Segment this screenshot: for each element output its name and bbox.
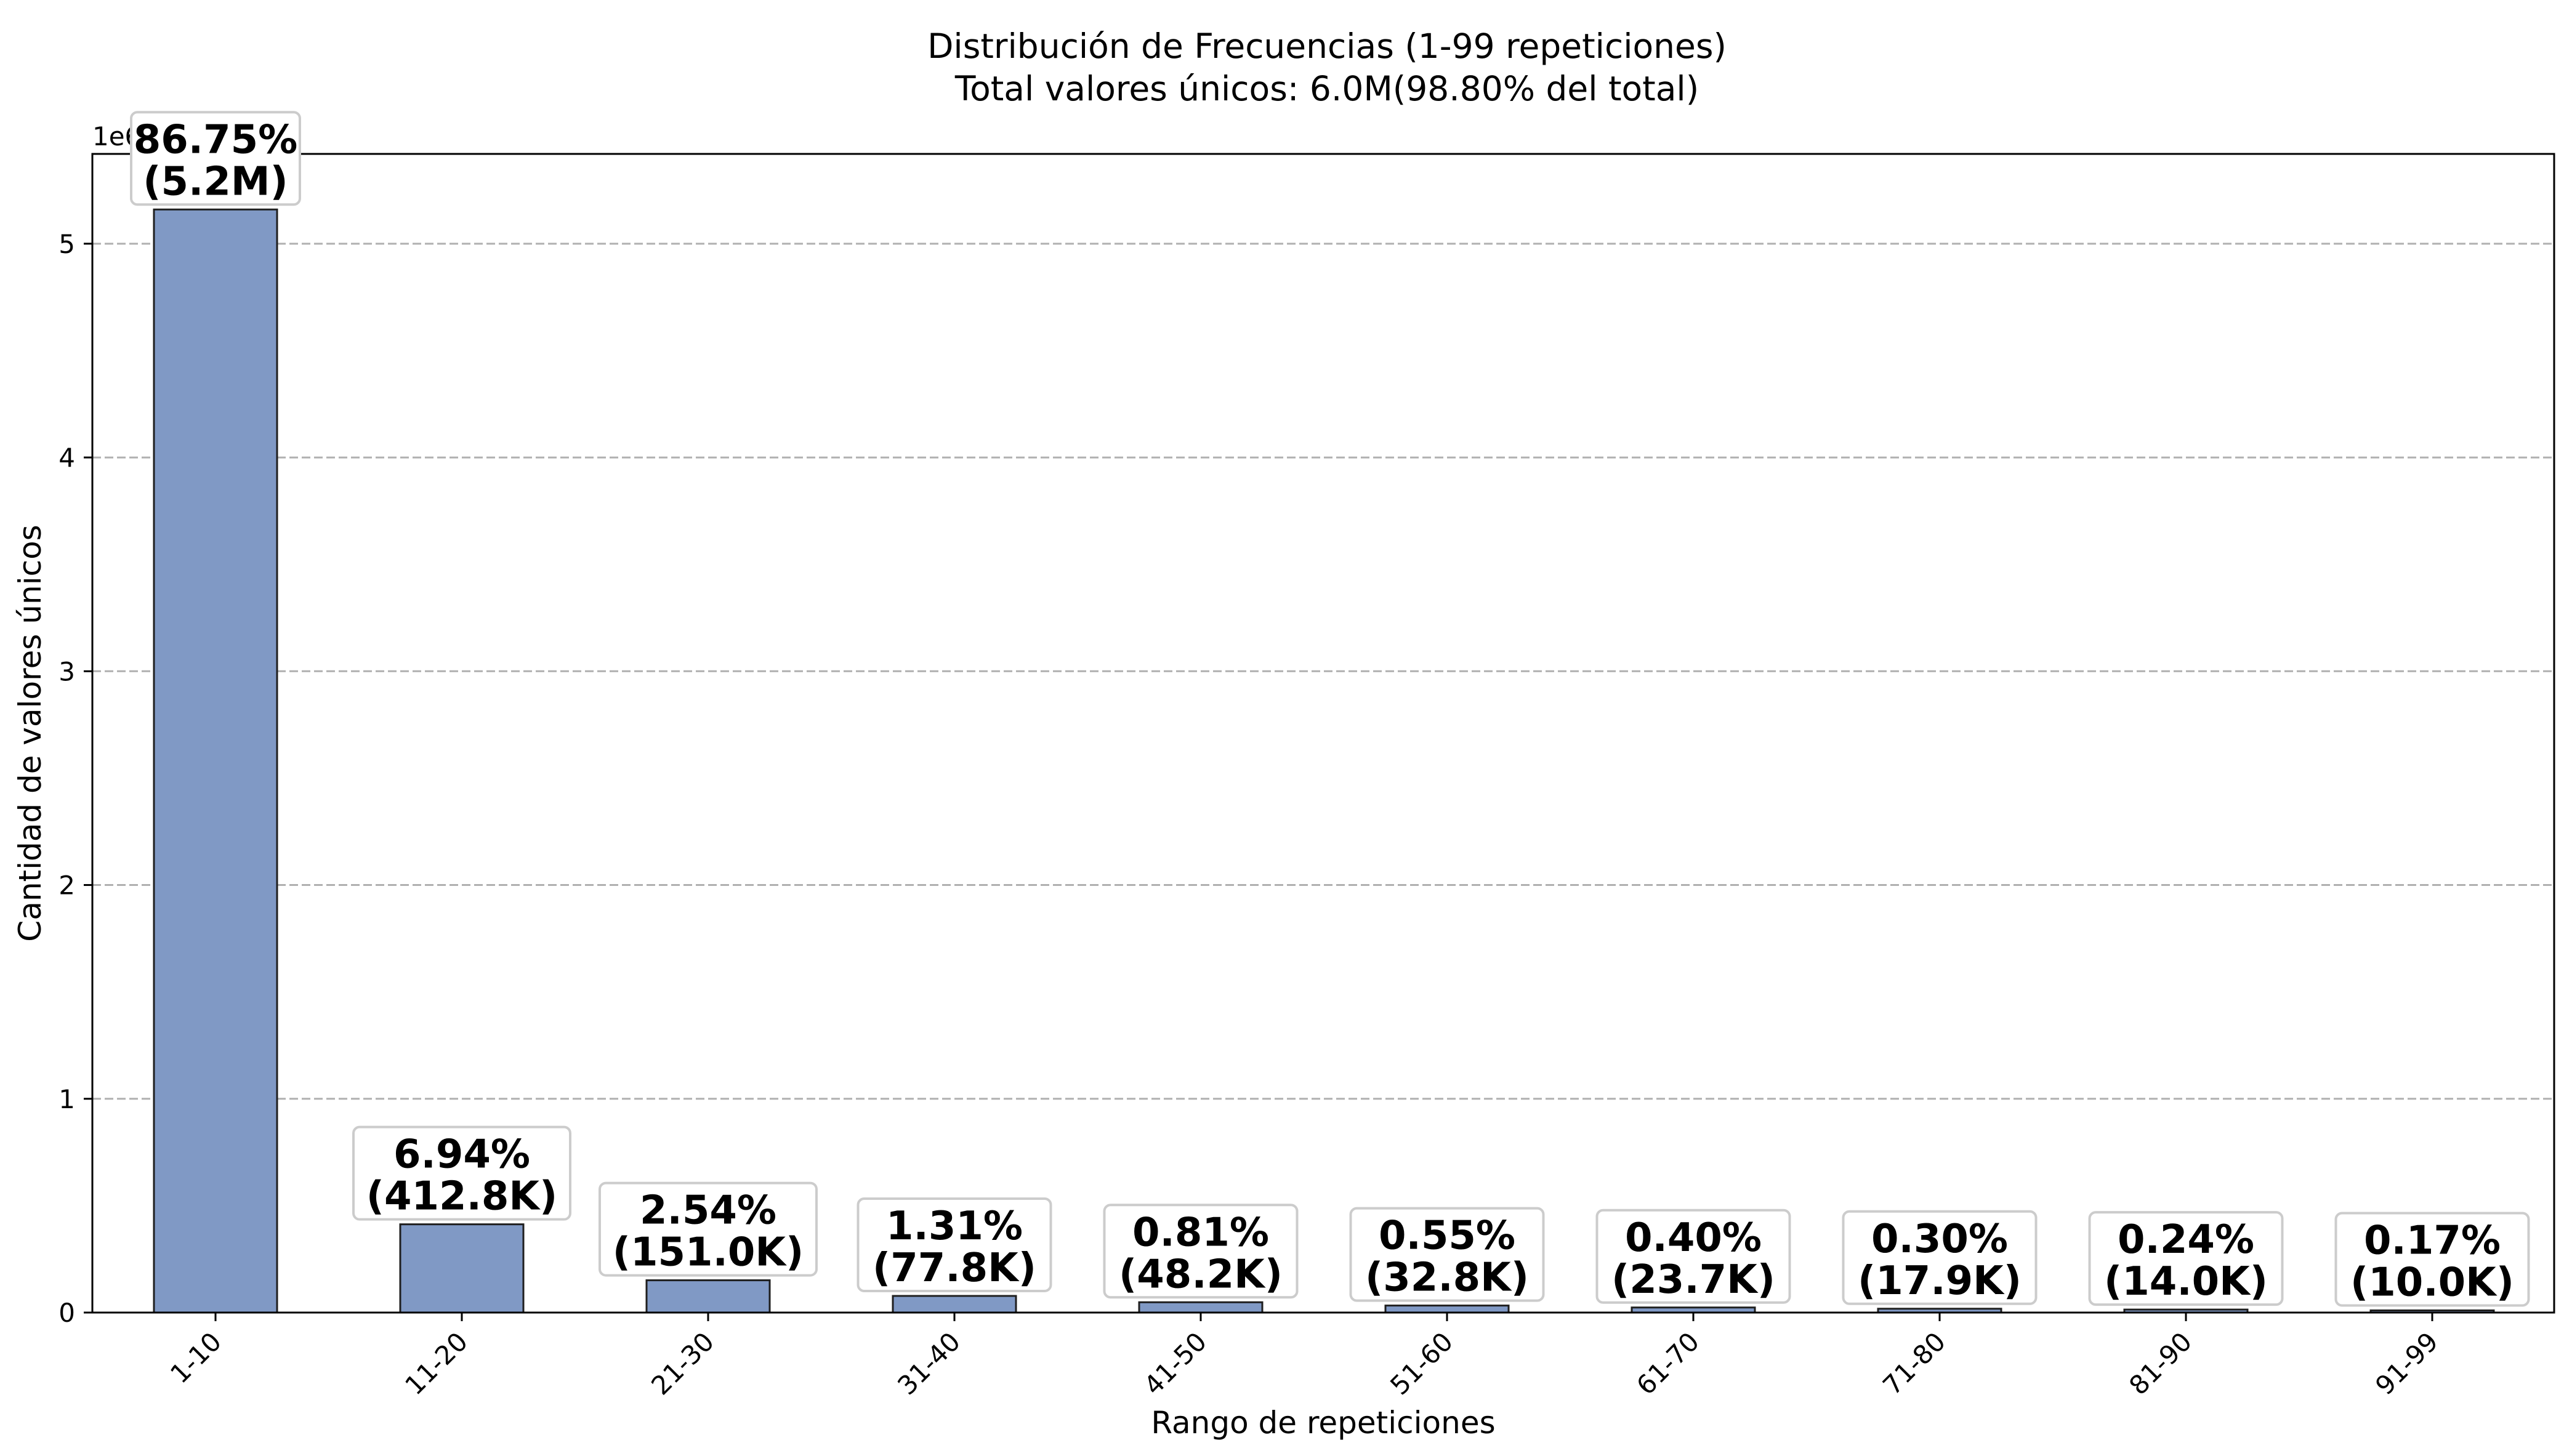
bars	[153, 208, 2495, 1314]
data-label-box	[1103, 1204, 1299, 1299]
data-label-91-99: 0.17%(10.0K)	[2334, 1212, 2530, 1307]
data-label-count: (17.9K)	[1858, 1258, 2022, 1304]
bar-21-30	[645, 1279, 771, 1314]
data-label-count: (10.0K)	[2350, 1260, 2514, 1306]
data-label-box	[2088, 1211, 2284, 1306]
data-label-percent: 2.54%	[640, 1188, 776, 1234]
data-label-percent: 0.40%	[1625, 1215, 1762, 1261]
x-tick-label: 51-60	[1384, 1326, 1459, 1401]
data-label-81-90: 0.24%(14.0K)	[2088, 1211, 2284, 1306]
data-label-box	[352, 1125, 571, 1221]
gridlines	[92, 243, 2554, 1100]
x-tick-label: 71-80	[1877, 1326, 1951, 1401]
data-label-31-40: 1.31%(77.8K)	[857, 1197, 1052, 1292]
x-axis-ticks: 1-10 11-20 21-30 31-40 41-50 51-60 61-70 71-80 8…	[164, 1313, 2444, 1401]
x-tick-label: 21-30	[645, 1326, 720, 1401]
data-label-21-30: 2.54%(151.0K)	[599, 1181, 818, 1277]
data-label-count: (48.2K)	[1119, 1252, 1283, 1297]
data-label-percent: 6.94%	[393, 1132, 530, 1178]
data-label-percent: 0.81%	[1132, 1210, 1269, 1255]
data-label-71-80: 0.30%(17.9K)	[1842, 1210, 2038, 1305]
y-axis-ticks: 0 1 2 3 4 5	[58, 229, 92, 1328]
bar-41-50	[1138, 1301, 1264, 1314]
data-label-box	[1842, 1210, 2038, 1305]
data-label-41-50: 0.81%(48.2K)	[1103, 1204, 1299, 1299]
data-label-box	[599, 1181, 818, 1277]
chart-title: Distribución de Frecuencias (1-99 repeti…	[927, 26, 1727, 66]
y-tick-label: 2	[58, 871, 75, 901]
y-tick-label: 0	[58, 1298, 75, 1328]
x-tick-label: 41-50	[1138, 1326, 1212, 1401]
x-axis-label: Rango de repeticiones	[1151, 1405, 1495, 1441]
chart-subtitle: Total valores únicos: 6.0M(98.80% del to…	[954, 69, 1699, 108]
data-label-count: (151.0K)	[613, 1230, 804, 1276]
data-label-61-70: 0.40%(23.7K)	[1595, 1209, 1791, 1304]
data-label-count: (23.7K)	[1611, 1257, 1775, 1303]
data-label-count: (77.8K)	[873, 1245, 1036, 1291]
plot-frame	[91, 153, 2555, 1314]
y-tick-label: 5	[58, 229, 75, 259]
data-label-percent: 0.24%	[2118, 1217, 2254, 1263]
data-label-box	[1349, 1207, 1545, 1302]
x-tick-label: 81-90	[2123, 1326, 2198, 1401]
y-tick-label: 4	[58, 443, 75, 473]
x-tick-label: 31-40	[892, 1326, 966, 1401]
data-label-percent: 86.75%	[134, 117, 298, 163]
x-tick-label: 91-99	[2369, 1326, 2444, 1401]
bar-11-20	[399, 1223, 525, 1314]
y-axis-label: Cantidad de valores únicos	[12, 525, 48, 941]
data-label-count: (5.2M)	[143, 159, 288, 204]
data-label-box	[2334, 1212, 2530, 1307]
data-label-percent: 0.30%	[1871, 1217, 2008, 1262]
bar-31-40	[892, 1295, 1017, 1314]
bar-1-10	[153, 208, 278, 1314]
data-label-percent: 0.55%	[1379, 1213, 1515, 1259]
data-label-1-10: 86.75%(5.2M)	[130, 111, 301, 206]
data-label-11-20: 6.94%(412.8K)	[352, 1125, 571, 1221]
x-tick-label: 61-70	[1631, 1326, 1705, 1401]
data-label-percent: 0.17%	[2364, 1218, 2501, 1264]
data-labels: 86.75%(5.2M) 6.94%(412.8K) 2.54%(151.0K) 1.…	[130, 111, 2530, 1307]
data-label-count: (32.8K)	[1365, 1255, 1529, 1301]
bar-51-60	[1384, 1305, 1510, 1314]
data-label-count: (14.0K)	[2104, 1259, 2268, 1305]
data-label-percent: 1.31%	[886, 1204, 1023, 1249]
data-label-count: (412.8K)	[366, 1174, 558, 1220]
x-tick-label: 11-20	[399, 1326, 474, 1401]
data-label-box	[1595, 1209, 1791, 1304]
data-label-51-60: 0.55%(32.8K)	[1349, 1207, 1545, 1302]
data-label-box	[130, 111, 301, 206]
x-tick-label: 1-10	[164, 1326, 227, 1389]
y-tick-label: 1	[58, 1084, 75, 1114]
data-label-box	[857, 1197, 1052, 1292]
y-tick-label: 3	[58, 656, 75, 686]
